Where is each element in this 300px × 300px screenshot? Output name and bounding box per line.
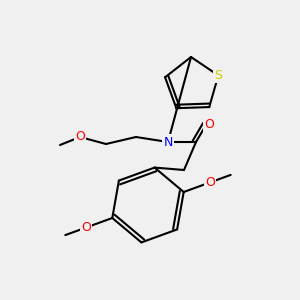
- Text: O: O: [204, 118, 214, 131]
- Text: O: O: [81, 221, 91, 234]
- Text: O: O: [75, 130, 85, 143]
- Text: O: O: [205, 176, 215, 189]
- Text: S: S: [214, 69, 222, 82]
- Text: N: N: [163, 136, 173, 148]
